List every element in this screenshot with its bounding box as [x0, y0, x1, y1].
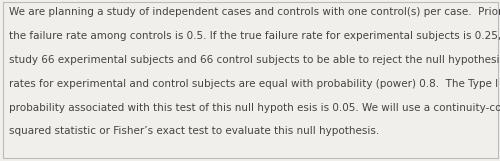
- Text: the failure rate among controls is 0.5. If the true failure rate for experimenta: the failure rate among controls is 0.5. …: [9, 31, 500, 41]
- Text: rates for experimental and control subjects are equal with probability (power) 0: rates for experimental and control subje…: [9, 79, 500, 89]
- Text: squared statistic or Fisher’s exact test to evaluate this null hypothesis.: squared statistic or Fisher’s exact test…: [9, 126, 380, 136]
- Text: We are planning a study of independent cases and controls with one control(s) pe: We are planning a study of independent c…: [9, 7, 500, 17]
- FancyBboxPatch shape: [2, 2, 498, 158]
- Text: probability associated with this test of this null hypoth esis is 0.05. We will : probability associated with this test of…: [9, 103, 500, 113]
- Text: study 66 experimental subjects and 66 control subjects to be able to reject the : study 66 experimental subjects and 66 co…: [9, 55, 500, 65]
